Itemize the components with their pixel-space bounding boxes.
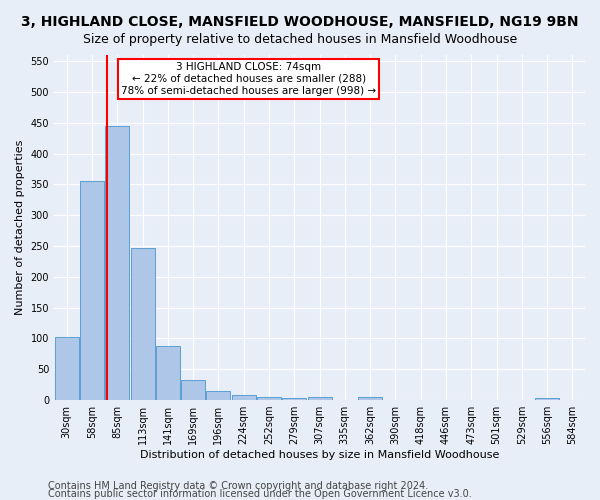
Bar bbox=[257, 397, 281, 400]
Bar bbox=[232, 394, 256, 400]
Text: 3, HIGHLAND CLOSE, MANSFIELD WOODHOUSE, MANSFIELD, NG19 9BN: 3, HIGHLAND CLOSE, MANSFIELD WOODHOUSE, … bbox=[21, 15, 579, 29]
Bar bbox=[308, 397, 332, 400]
Text: Size of property relative to detached houses in Mansfield Woodhouse: Size of property relative to detached ho… bbox=[83, 32, 517, 46]
Bar bbox=[156, 346, 180, 400]
Bar bbox=[282, 398, 306, 400]
Text: 3 HIGHLAND CLOSE: 74sqm
← 22% of detached houses are smaller (288)
78% of semi-d: 3 HIGHLAND CLOSE: 74sqm ← 22% of detache… bbox=[121, 62, 376, 96]
Y-axis label: Number of detached properties: Number of detached properties bbox=[15, 140, 25, 315]
Bar bbox=[358, 397, 382, 400]
Bar bbox=[55, 337, 79, 400]
Bar bbox=[131, 248, 155, 400]
Bar bbox=[80, 180, 104, 400]
Text: Contains public sector information licensed under the Open Government Licence v3: Contains public sector information licen… bbox=[48, 489, 472, 499]
Bar bbox=[105, 126, 129, 400]
Text: Contains HM Land Registry data © Crown copyright and database right 2024.: Contains HM Land Registry data © Crown c… bbox=[48, 481, 428, 491]
Bar bbox=[181, 380, 205, 400]
X-axis label: Distribution of detached houses by size in Mansfield Woodhouse: Distribution of detached houses by size … bbox=[140, 450, 499, 460]
Bar bbox=[535, 398, 559, 400]
Bar bbox=[206, 392, 230, 400]
